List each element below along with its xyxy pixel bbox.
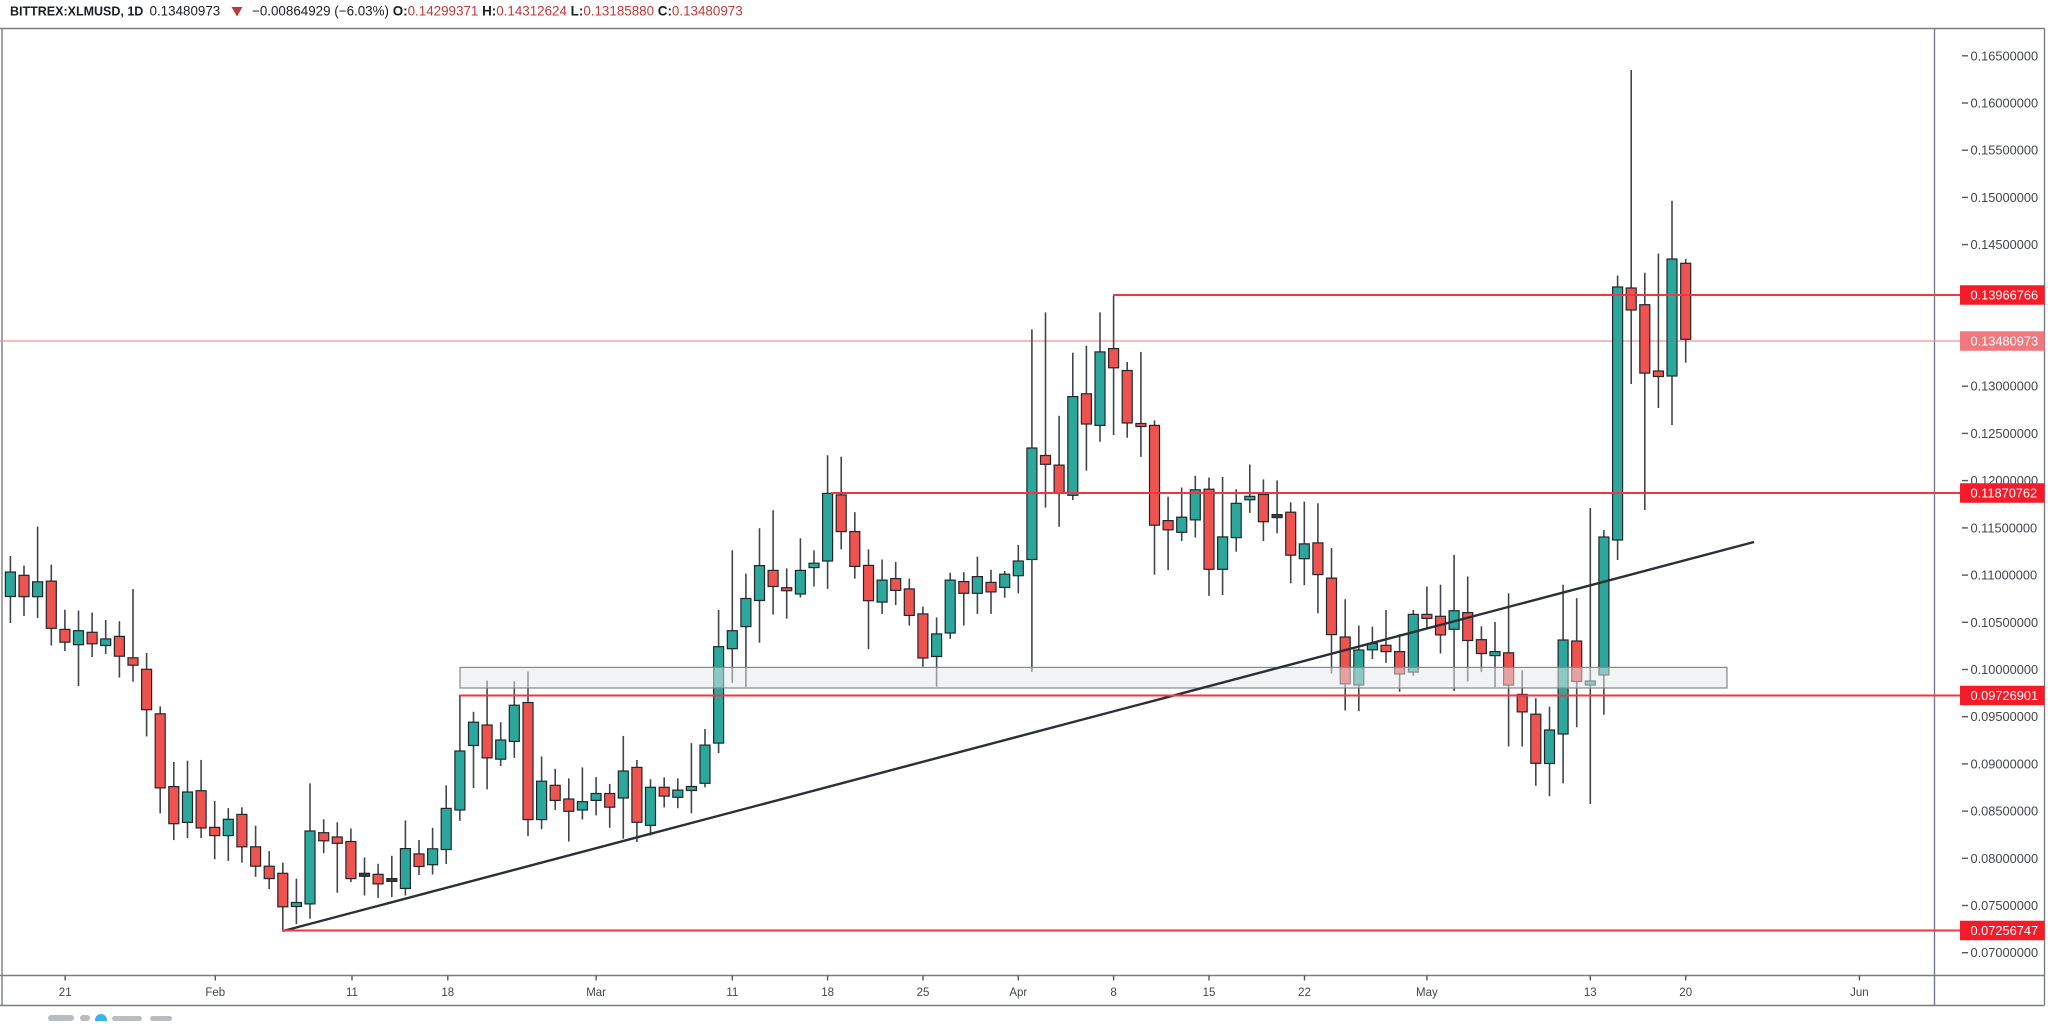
svg-text:0.08000000: 0.08000000	[1971, 851, 2039, 866]
svg-text:Apr: Apr	[1009, 987, 1027, 999]
svg-text:11: 11	[346, 987, 358, 999]
svg-text:0.13000000: 0.13000000	[1971, 379, 2039, 394]
svg-text:20: 20	[1679, 987, 1692, 999]
svg-text:13: 13	[1584, 987, 1597, 999]
svg-text:15: 15	[1203, 987, 1216, 999]
svg-text:18: 18	[821, 987, 834, 999]
svg-text:−0.00864929 (−6.03%) O:0.14299: −0.00864929 (−6.03%) O:0.14299371 H:0.14…	[252, 4, 743, 19]
svg-text:0.11500000: 0.11500000	[1971, 520, 2038, 535]
svg-text:0.10000000: 0.10000000	[1971, 662, 2039, 677]
svg-text:0.07256747: 0.07256747	[1971, 923, 2039, 938]
svg-text:BITTREX:XLMUSD, 1D: BITTREX:XLMUSD, 1D	[10, 5, 143, 19]
svg-text:0.13480973: 0.13480973	[150, 4, 221, 19]
svg-text:0.16000000: 0.16000000	[1971, 96, 2039, 111]
svg-text:21: 21	[59, 987, 72, 999]
svg-text:0.11870762: 0.11870762	[1971, 486, 2038, 501]
svg-text:0.13480973: 0.13480973	[1971, 334, 2039, 349]
svg-text:0.07000000: 0.07000000	[1971, 945, 2039, 960]
svg-text:Mar: Mar	[586, 987, 606, 999]
svg-text:Jun: Jun	[1850, 987, 1869, 999]
svg-text:0.13966766: 0.13966766	[1971, 288, 2039, 303]
svg-text:25: 25	[917, 987, 930, 999]
svg-text:Feb: Feb	[205, 987, 225, 999]
svg-text:0.16500000: 0.16500000	[1971, 48, 2039, 63]
svg-text:8: 8	[1110, 987, 1116, 999]
svg-text:0.10500000: 0.10500000	[1971, 615, 2039, 630]
svg-text:18: 18	[441, 987, 454, 999]
svg-text:0.12500000: 0.12500000	[1971, 426, 2039, 441]
svg-text:0.08500000: 0.08500000	[1971, 804, 2039, 819]
svg-text:11: 11	[726, 987, 738, 999]
svg-text:0.07500000: 0.07500000	[1971, 898, 2039, 913]
svg-text:May: May	[1416, 987, 1438, 999]
svg-text:0.09000000: 0.09000000	[1971, 756, 2039, 771]
svg-text:0.09500000: 0.09500000	[1971, 709, 2039, 724]
svg-text:0.15500000: 0.15500000	[1971, 143, 2039, 158]
svg-text:0.15000000: 0.15000000	[1971, 190, 2039, 205]
svg-text:0.09726901: 0.09726901	[1971, 688, 2039, 703]
svg-text:0.14500000: 0.14500000	[1971, 237, 2039, 252]
svg-text:22: 22	[1298, 987, 1311, 999]
svg-text:0.11000000: 0.11000000	[1971, 568, 2038, 583]
